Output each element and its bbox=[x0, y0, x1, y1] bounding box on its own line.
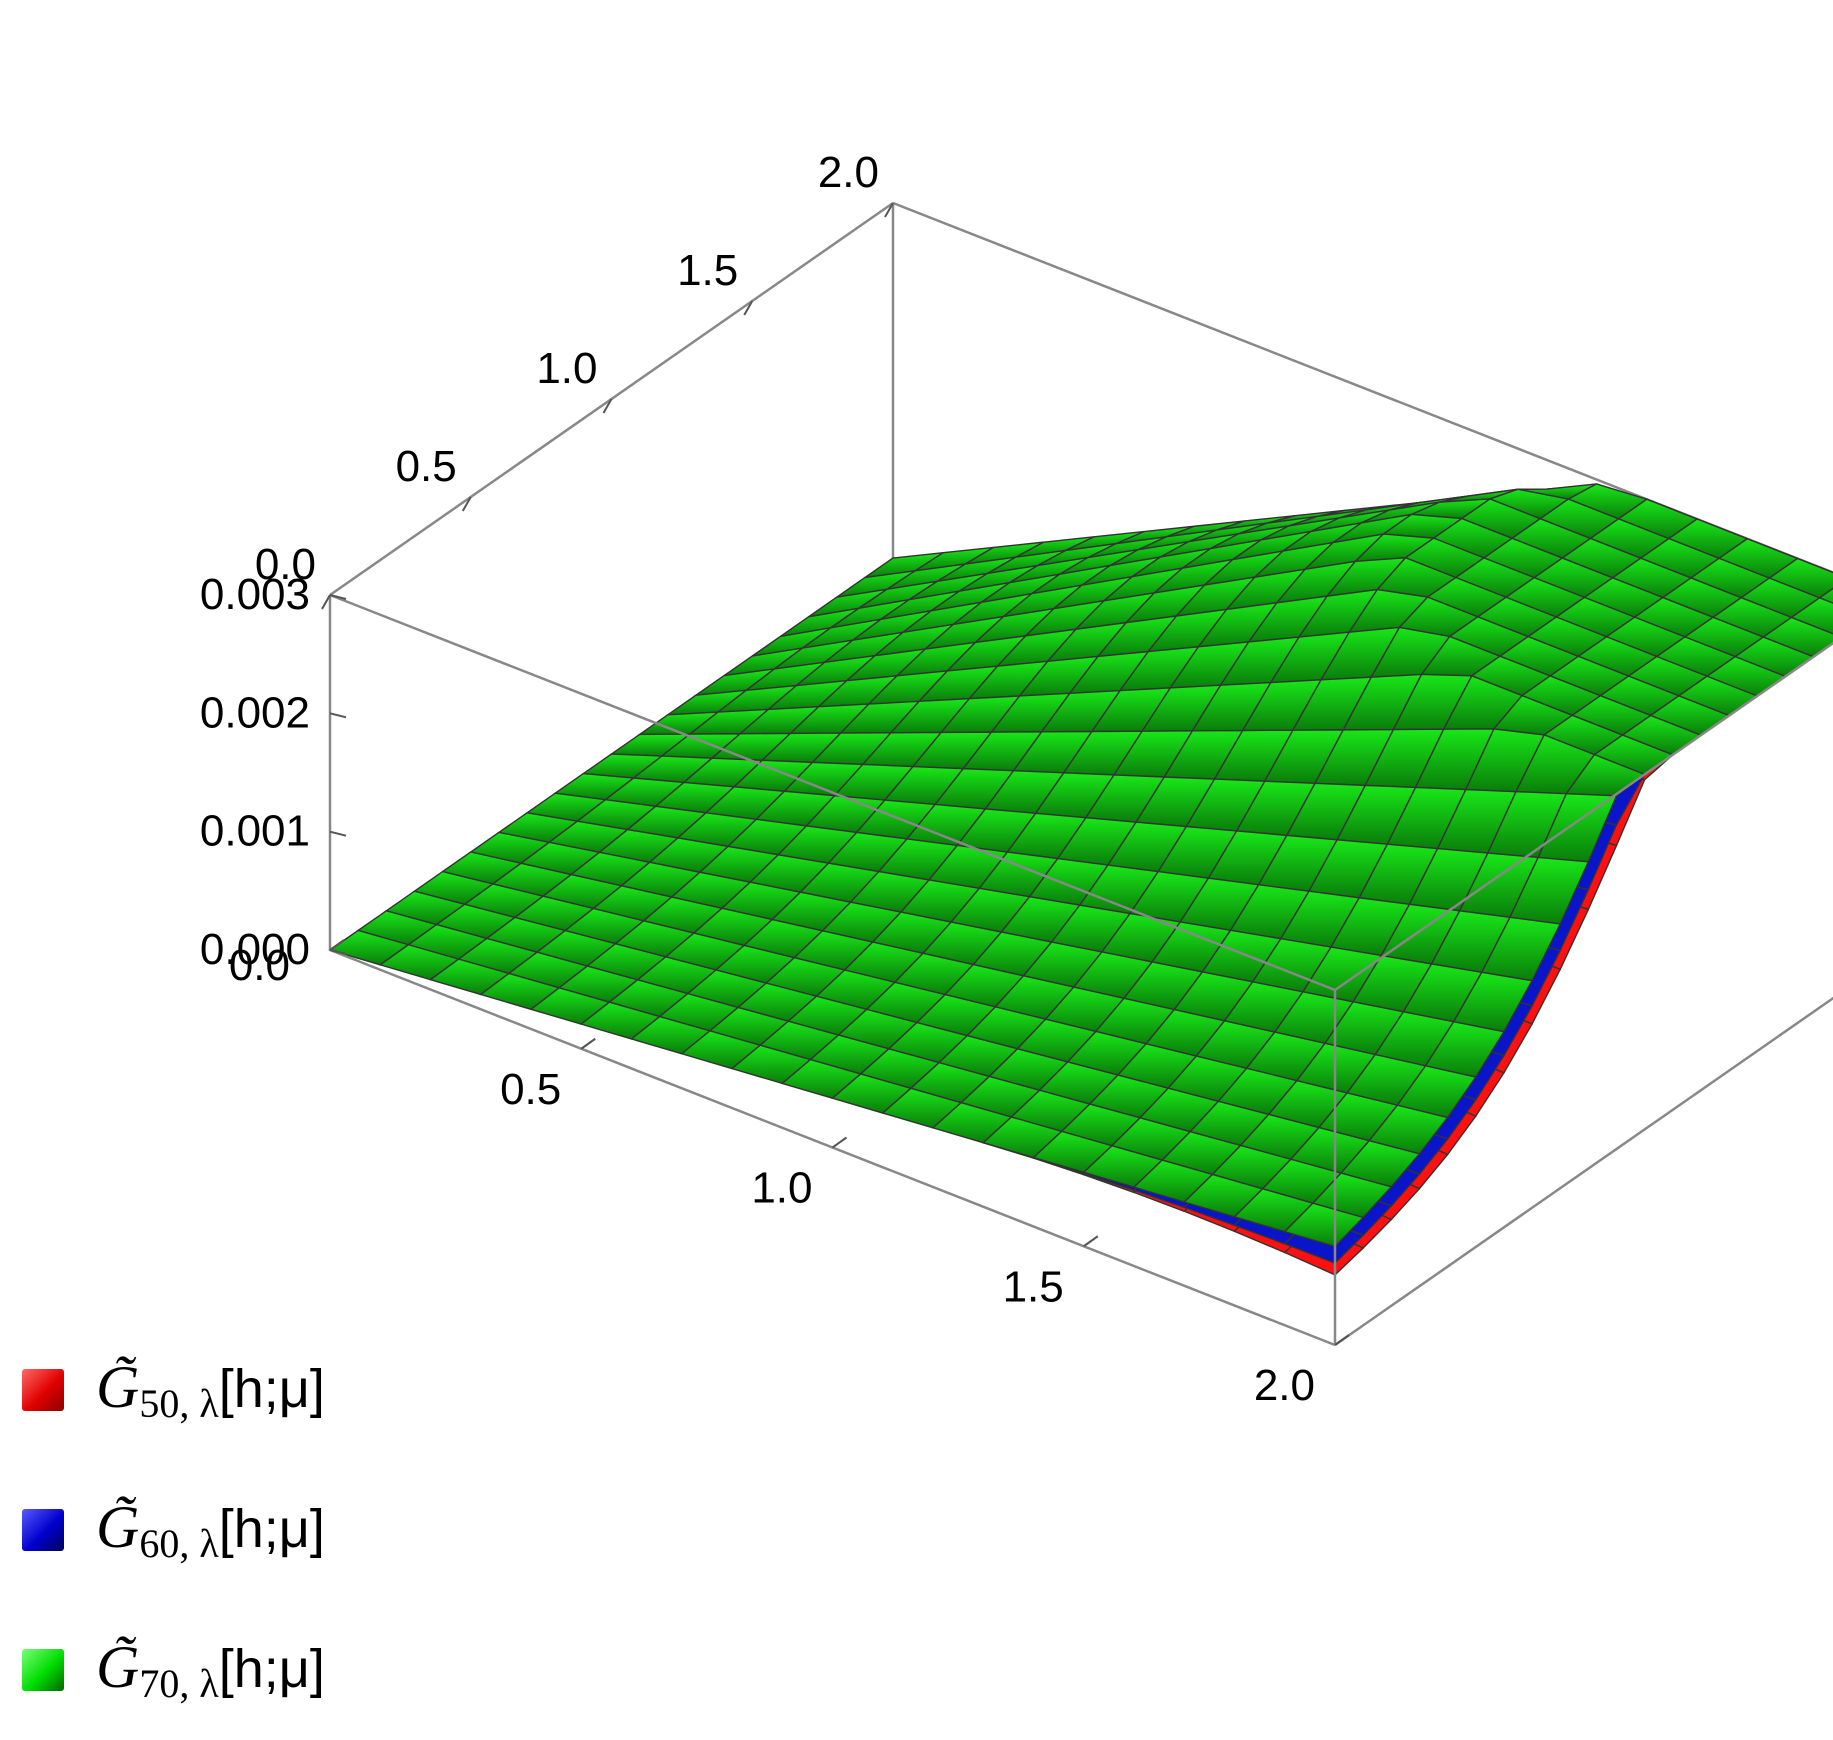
y-tick-label: 2.0 bbox=[818, 148, 879, 197]
x-tick-label: 0.0 bbox=[229, 941, 290, 990]
legend-label-g70: G̃70, λ[h;μ] bbox=[96, 1634, 325, 1706]
x-tick bbox=[329, 939, 345, 951]
y-tick-label: 0.5 bbox=[396, 442, 457, 491]
x-tick-label: 2.0 bbox=[1254, 1361, 1315, 1410]
legend-label-g60: G̃60, λ[h;μ] bbox=[96, 1494, 325, 1566]
legend-item-g50: G̃50, λ[h;μ] bbox=[22, 1320, 325, 1460]
x-tick bbox=[580, 1037, 596, 1050]
z-tick-label: 0.003 bbox=[200, 570, 310, 619]
box-edge bbox=[1334, 996, 1833, 1347]
z-tick bbox=[329, 949, 347, 955]
axis-tick-labels: 0.0 0.5 1.0 1.5 2.0 0.0 0.5 1.0 1.5 2.0 0.000 0.001… bbox=[200, 148, 1315, 1410]
x-tick-label: 1.5 bbox=[1003, 1262, 1064, 1311]
surface-plot: 0.0 0.5 1.0 1.5 2.0 0.0 0.5 1.0 1.5 2.0 0.000 0.001… bbox=[200, 148, 1833, 1410]
surface-green bbox=[328, 483, 1833, 1248]
surface-patch bbox=[1283, 1202, 1365, 1248]
x-tick bbox=[831, 1136, 848, 1149]
x-tick-label: 1.0 bbox=[751, 1164, 812, 1213]
box-edge bbox=[329, 593, 1336, 992]
z-tick bbox=[329, 830, 347, 837]
y-tick-label: 0.0 bbox=[255, 540, 316, 589]
z-tick-label: 0.001 bbox=[200, 807, 310, 856]
x-tick bbox=[1334, 1334, 1350, 1346]
z-tick bbox=[329, 712, 347, 719]
legend-item-g70: G̃70, λ[h;μ] bbox=[22, 1600, 325, 1740]
y-tick bbox=[743, 300, 754, 316]
x-tick-label: 0.5 bbox=[500, 1065, 561, 1114]
axis-ticks bbox=[321, 202, 1350, 1346]
x-tick bbox=[1083, 1235, 1099, 1248]
legend-label-g50: G̃50, λ[h;μ] bbox=[96, 1354, 325, 1426]
legend-swatch-green bbox=[22, 1649, 64, 1691]
legend-swatch-blue bbox=[22, 1509, 64, 1551]
legend-swatch-red bbox=[22, 1369, 64, 1411]
y-tick-label: 1.0 bbox=[536, 344, 597, 393]
y-tick bbox=[461, 496, 472, 512]
y-tick bbox=[321, 594, 331, 610]
legend: G̃50, λ[h;μ] G̃60, λ[h;μ] G̃70, λ[h;μ] bbox=[22, 1320, 325, 1740]
z-tick-label: 0.002 bbox=[200, 688, 310, 737]
y-tick bbox=[602, 398, 613, 414]
surfaces-group bbox=[328, 483, 1833, 1276]
y-tick-label: 1.5 bbox=[677, 246, 738, 295]
box-edge bbox=[1334, 641, 1833, 992]
y-tick bbox=[884, 202, 894, 218]
z-tick-label: 0.000 bbox=[200, 925, 310, 974]
legend-item-g60: G̃60, λ[h;μ] bbox=[22, 1460, 325, 1600]
surface-patch bbox=[1818, 587, 1833, 604]
z-tick bbox=[329, 594, 347, 600]
